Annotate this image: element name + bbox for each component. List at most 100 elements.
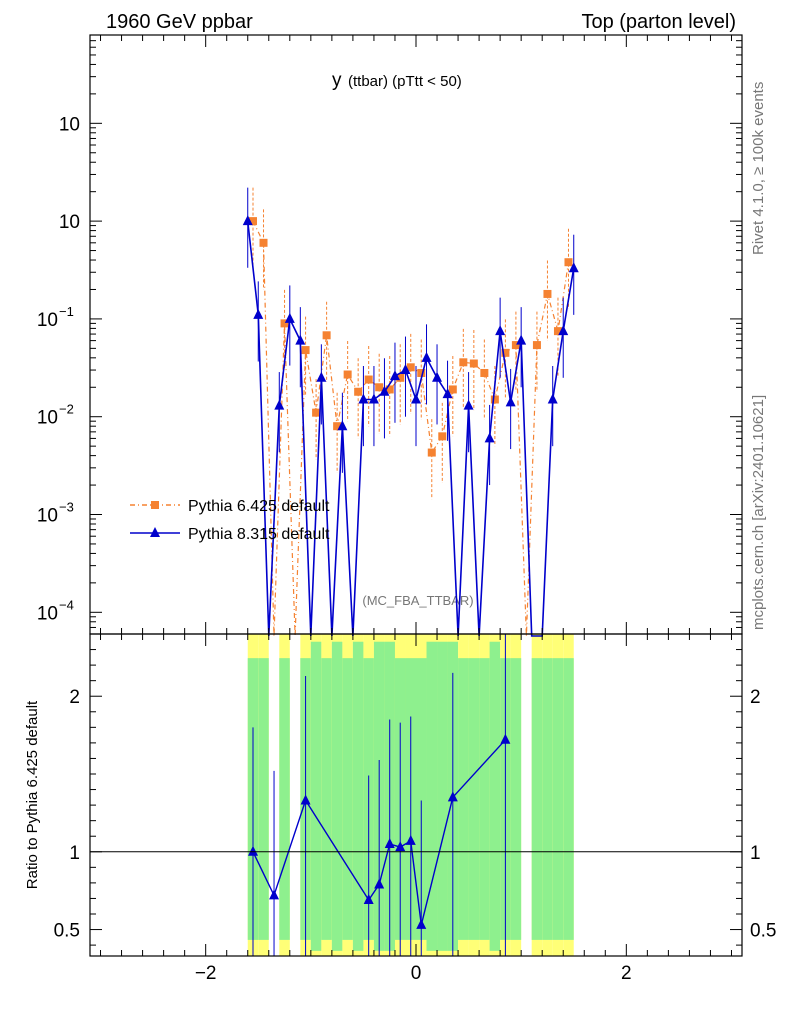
- series-line-pythia8: [246, 221, 575, 637]
- data-point-pythia6: [501, 348, 510, 357]
- data-point-pythia8: [484, 432, 495, 443]
- ratio-ylabel: Ratio to Pythia 6.425 default: [24, 700, 41, 889]
- ratio-data-point: [248, 845, 258, 856]
- data-point-pythia8: [547, 393, 558, 404]
- data-point-pythia6: [343, 370, 352, 379]
- ratio-band-green: [426, 641, 438, 951]
- data-point-pythia8: [379, 385, 390, 396]
- ratio-y-tick-label-left: 2: [69, 687, 80, 708]
- ratio-y-tick-label-right: 2: [750, 687, 761, 708]
- y-tick-label-base: 10: [37, 408, 58, 429]
- x-tick-label: 2: [621, 963, 632, 984]
- legend-label-pythia6: Pythia 6.425 default: [188, 498, 330, 515]
- data-point-pythia8: [400, 364, 411, 375]
- ratio-data-point: [395, 841, 406, 852]
- ratio-data-point: [300, 794, 311, 805]
- data-point-pythia8: [274, 399, 285, 410]
- ratio-data-point: [500, 733, 511, 744]
- ratio-data-point: [269, 889, 280, 900]
- data-point-pythia8: [495, 325, 506, 336]
- rivet-label: Rivet 4.1.0, ≥ 100k events: [750, 82, 767, 255]
- x-tick-label: 0: [411, 963, 422, 984]
- data-point-pythia8: [358, 393, 369, 404]
- analysis-watermark: (MC_FBA_TTBAR): [362, 593, 473, 608]
- data-point-pythia8: [411, 393, 421, 404]
- ratio-band-green: [416, 658, 427, 940]
- ratio-band-green: [542, 658, 553, 940]
- data-point-pythia8: [295, 334, 306, 345]
- ratio-band-green: [552, 658, 564, 940]
- x-tick-label: −2: [195, 963, 217, 984]
- y-tick-label-exponent: −3: [59, 500, 74, 515]
- ratio-band-green: [458, 658, 469, 940]
- ratio-panel-marks: [90, 634, 742, 956]
- ratio-band-green: [279, 658, 290, 940]
- data-point-pythia6: [438, 432, 447, 441]
- ratio-y-tick-label-left: 0.5: [54, 921, 80, 942]
- plot-title-sub: (ttbar) (pTtt < 50): [348, 73, 462, 90]
- ratio-band-green: [321, 658, 332, 940]
- data-point-pythia8: [558, 325, 569, 336]
- header-right: Top (parton level): [581, 11, 736, 33]
- series-line-pythia6: [252, 220, 570, 637]
- ratio-band-green: [342, 658, 353, 940]
- ratio-band-green: [479, 658, 490, 940]
- mcplots-label: mcplots.cern.ch [arXiv:2401.10621]: [750, 395, 767, 630]
- data-point-pythia8: [337, 420, 348, 431]
- legend-marker-pythia8: [150, 527, 160, 537]
- data-point-pythia8: [316, 371, 327, 382]
- data-point-pythia8: [242, 215, 253, 226]
- data-point-pythia6: [490, 395, 499, 404]
- data-point-pythia6: [511, 341, 520, 350]
- data-point-pythia8: [442, 388, 453, 399]
- data-point-pythia6: [532, 341, 541, 350]
- ratio-band-green: [331, 641, 343, 951]
- data-point-pythia8: [284, 312, 295, 323]
- ratio-band-green: [563, 658, 574, 940]
- data-point-pythia6: [469, 359, 478, 368]
- plot-title-main: y: [332, 70, 342, 91]
- y-tick-label: 10: [59, 114, 80, 135]
- ratio-y-tick-label-left: 1: [69, 843, 80, 864]
- data-point-pythia6: [543, 289, 552, 298]
- ratio-band-green: [468, 658, 480, 940]
- data-point-pythia8: [389, 370, 400, 381]
- ratio-data-point: [374, 878, 385, 889]
- data-point-pythia6: [406, 363, 415, 372]
- ratio-y-tick-label-right: 0.5: [750, 921, 776, 942]
- data-point-pythia8: [432, 371, 443, 382]
- data-point-pythia6: [259, 238, 268, 247]
- legend-label-pythia8: Pythia 8.315 default: [188, 526, 330, 543]
- data-point-pythia6: [448, 385, 457, 394]
- data-point-pythia6: [427, 448, 436, 457]
- data-point-pythia6: [249, 217, 257, 226]
- ratio-band-green: [510, 658, 522, 940]
- y-tick-label-exponent: −2: [59, 402, 74, 417]
- ratio-band-green: [352, 641, 364, 951]
- data-point-pythia8: [421, 351, 432, 362]
- ratio-data-point: [447, 791, 458, 802]
- ratio-band-green: [258, 658, 269, 940]
- data-point-pythia6: [564, 258, 573, 267]
- ratio-band-green: [437, 641, 448, 951]
- ratio-data-point: [405, 834, 416, 845]
- ratio-band-green: [489, 641, 501, 951]
- main-panel-marks: [242, 187, 579, 637]
- ratio-data-point: [384, 838, 395, 848]
- data-point-pythia6: [480, 368, 489, 377]
- data-point-pythia8: [368, 393, 379, 404]
- legend: Pythia 6.425 default Pythia 8.315 defaul…: [130, 498, 330, 543]
- data-point-pythia6: [312, 408, 321, 417]
- ratio-band-green: [310, 641, 322, 951]
- y-tick-label-exponent: −1: [59, 304, 74, 319]
- data-point-pythia6: [385, 385, 394, 394]
- y-tick-label-base: 10: [37, 603, 58, 624]
- legend-marker-pythia6: [151, 501, 159, 509]
- ratio-y-tick-label-right: 1: [750, 843, 761, 864]
- data-point-pythia8: [516, 334, 527, 345]
- data-point-pythia6: [333, 422, 342, 431]
- data-point-pythia8: [253, 308, 264, 319]
- data-point-pythia6: [459, 358, 468, 367]
- main-frame: [89, 34, 743, 635]
